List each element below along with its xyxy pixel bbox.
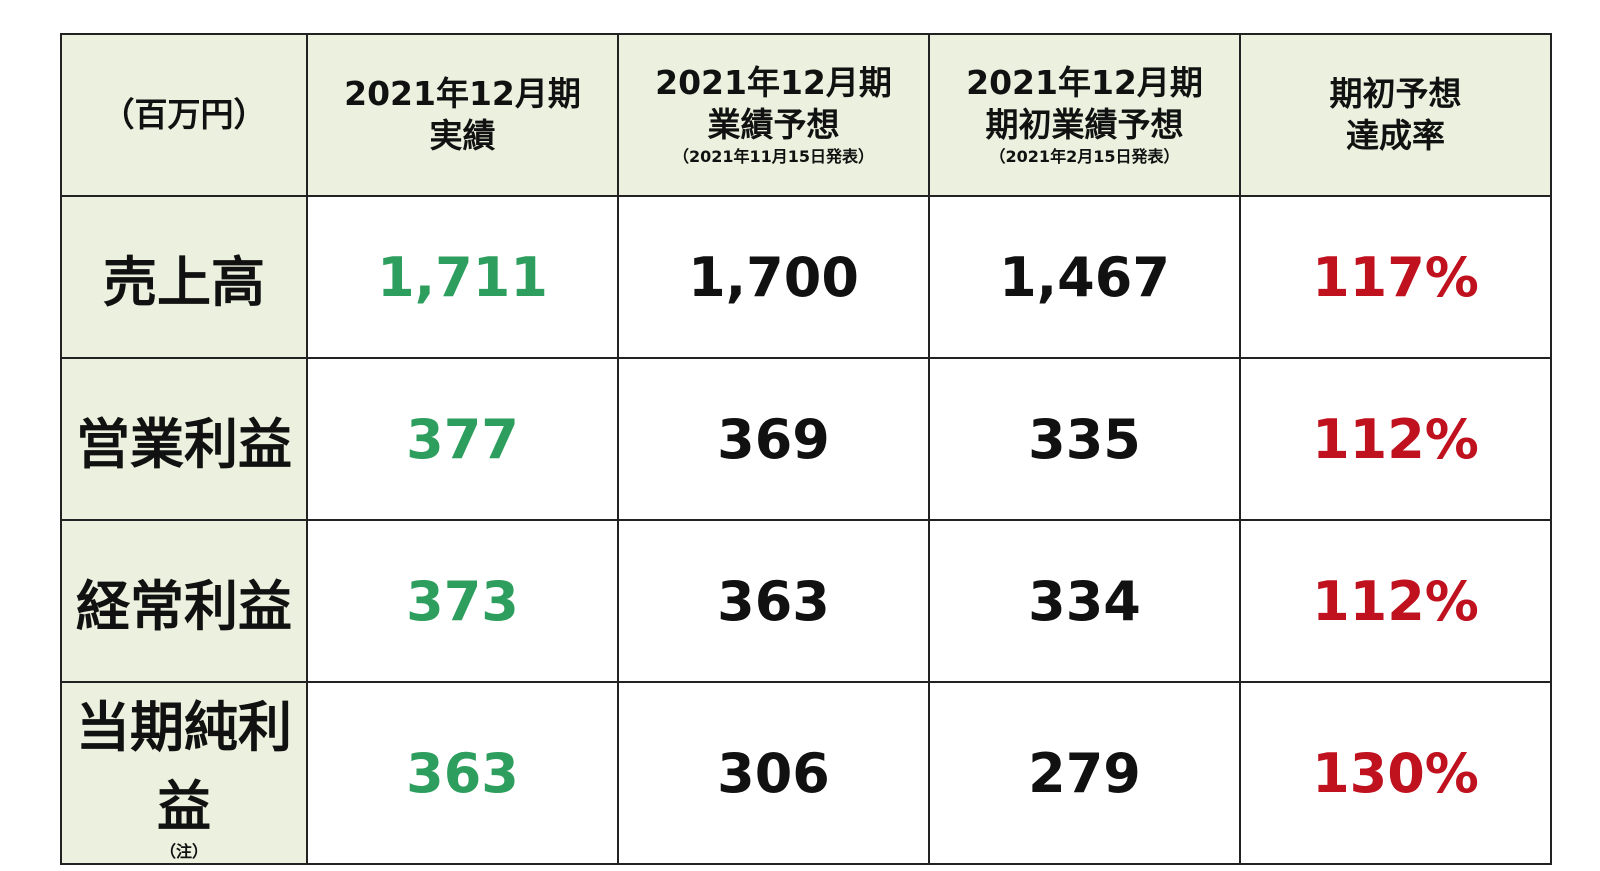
header-cell: 2021年12月期 業績予想 （2021年11月15日発表） (617, 33, 930, 197)
header-line: 2021年12月期 (344, 74, 581, 113)
header-line: 達成率 (1346, 116, 1445, 155)
value-cell: 306 (617, 681, 930, 865)
value-cell: 377 (306, 357, 619, 521)
row-note: （注） (159, 842, 208, 861)
row-label: 当期純利益 （注） (60, 681, 308, 865)
value-cell: 1,711 (306, 195, 619, 359)
value-cell: 279 (928, 681, 1241, 865)
header-line: 業績予想 (707, 105, 840, 144)
header-cell: 2021年12月期 実績 (306, 33, 619, 197)
row-label-text: 営業利益 (76, 412, 292, 476)
header-line: 2021年12月期 (966, 63, 1203, 102)
header-note: （2021年2月15日発表） (989, 147, 1180, 166)
data-row: 経常利益 373 363 334 112% (60, 519, 1552, 683)
header-line: 実績 (429, 116, 496, 155)
value-cell: 334 (928, 519, 1241, 683)
value-cell: 373 (306, 519, 619, 683)
value-cell: 363 (617, 519, 930, 683)
header-cell: 2021年12月期 期初業績予想 （2021年2月15日発表） (928, 33, 1241, 197)
value-cell: 130% (1239, 681, 1552, 865)
value-cell: 112% (1239, 357, 1552, 521)
value-cell: 1,700 (617, 195, 930, 359)
value-cell: 335 (928, 357, 1241, 521)
header-row: （百万円） 2021年12月期 実績 2021年12月期 業績予想 （2021年11月15… (60, 33, 1552, 197)
header-note: （2021年11月15日発表） (672, 147, 875, 166)
row-label-text: 売上高 (103, 250, 265, 314)
header-cell: （百万円） (60, 33, 308, 197)
data-row: 当期純利益 （注） 363 306 279 130% (60, 681, 1552, 865)
data-row: 営業利益 377 369 335 112% (60, 357, 1552, 521)
header-line: （百万円） (101, 95, 267, 134)
row-label-text: 経常利益 (76, 574, 292, 638)
value-cell: 363 (306, 681, 619, 865)
row-label: 経常利益 (60, 519, 308, 683)
row-label: 売上高 (60, 195, 308, 359)
data-row: 売上高 1,711 1,700 1,467 117% (60, 195, 1552, 359)
value-cell: 117% (1239, 195, 1552, 359)
header-line: 2021年12月期 (655, 63, 892, 102)
results-table: （百万円） 2021年12月期 実績 2021年12月期 業績予想 （2021年11月15… (60, 33, 1552, 865)
value-cell: 369 (617, 357, 930, 521)
header-line: 期初業績予想 (985, 105, 1184, 144)
value-cell: 112% (1239, 519, 1552, 683)
value-cell: 1,467 (928, 195, 1241, 359)
row-label: 営業利益 (60, 357, 308, 521)
row-label-text: 当期純利益 (76, 696, 292, 838)
table-wrap: （百万円） 2021年12月期 実績 2021年12月期 業績予想 （2021年11月15… (60, 33, 1552, 865)
header-cell: 期初予想 達成率 (1239, 33, 1552, 197)
header-line: 期初予想 (1329, 74, 1462, 113)
